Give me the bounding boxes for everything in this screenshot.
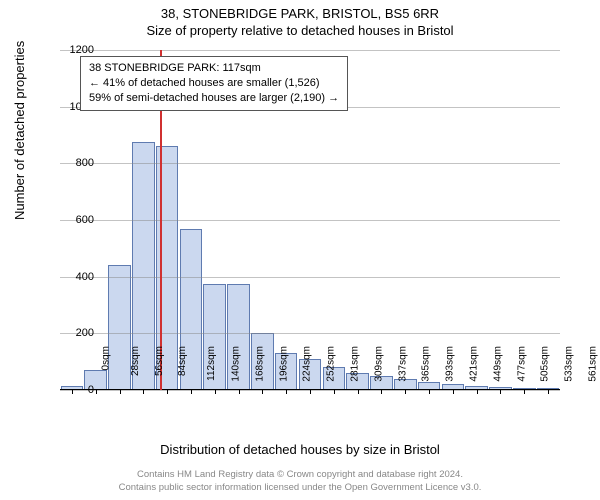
x-tick-label: 196sqm (278, 346, 289, 382)
x-tick (405, 390, 406, 394)
x-tick-label: 252sqm (326, 346, 337, 382)
x-tick-label: 84sqm (177, 346, 188, 376)
x-tick (453, 390, 454, 394)
x-tick (548, 390, 549, 394)
x-tick (381, 390, 382, 394)
x-tick-label: 421sqm (469, 346, 480, 382)
x-tick-label: 281sqm (350, 346, 361, 382)
x-tick (334, 390, 335, 394)
x-tick (500, 390, 501, 394)
x-tick (310, 390, 311, 394)
x-tick (120, 390, 121, 394)
x-tick (286, 390, 287, 394)
x-tick (524, 390, 525, 394)
title-block: 38, STONEBRIDGE PARK, BRISTOL, BS5 6RR S… (0, 0, 600, 38)
x-tick-label: 309sqm (373, 346, 384, 382)
chart-container: 38, STONEBRIDGE PARK, BRISTOL, BS5 6RR S… (0, 0, 600, 500)
x-tick (191, 390, 192, 394)
x-tick (96, 390, 97, 394)
footer-line-1: Contains HM Land Registry data © Crown c… (0, 469, 600, 481)
x-tick (215, 390, 216, 394)
grid-line (60, 163, 560, 164)
x-tick-label: 505sqm (540, 346, 551, 382)
annotation-box: 38 STONEBRIDGE PARK: 117sqm ← 41% of det… (80, 56, 348, 111)
y-tick-label: 0 (54, 384, 94, 396)
x-tick-label: 168sqm (254, 346, 265, 382)
x-tick-label: 337sqm (397, 346, 408, 382)
y-axis-title: Number of detached properties (12, 41, 27, 220)
annotation-line-2: ← 41% of detached houses are smaller (1,… (89, 76, 339, 91)
x-tick-label: 224sqm (302, 346, 313, 382)
x-tick-label: 393sqm (445, 346, 456, 382)
footer: Contains HM Land Registry data © Crown c… (0, 469, 600, 494)
x-tick-label: 561sqm (588, 346, 599, 382)
x-tick (358, 390, 359, 394)
title-main: 38, STONEBRIDGE PARK, BRISTOL, BS5 6RR (0, 6, 600, 21)
x-tick-label: 28sqm (130, 346, 141, 376)
y-tick-label: 200 (54, 327, 94, 339)
x-tick-label: 0sqm (100, 346, 111, 370)
x-tick-label: 140sqm (231, 346, 242, 382)
x-tick (429, 390, 430, 394)
grid-line (60, 277, 560, 278)
x-axis-title: Distribution of detached houses by size … (0, 442, 600, 457)
grid-line (60, 50, 560, 51)
grid-line (60, 333, 560, 334)
annotation-line-3: 59% of semi-detached houses are larger (… (89, 91, 339, 106)
title-sub: Size of property relative to detached ho… (0, 23, 600, 38)
annotation-line-1: 38 STONEBRIDGE PARK: 117sqm (89, 61, 339, 76)
x-tick-label: 365sqm (421, 346, 432, 382)
bar (108, 265, 131, 390)
footer-line-2: Contains public sector information licen… (0, 482, 600, 494)
y-tick-label: 400 (54, 271, 94, 283)
x-tick-label: 533sqm (564, 346, 575, 382)
x-tick-label: 112sqm (206, 346, 217, 381)
x-tick-label: 477sqm (516, 346, 527, 382)
y-tick-label: 1200 (54, 44, 94, 56)
x-tick-label: 449sqm (492, 346, 503, 382)
x-tick (167, 390, 168, 394)
grid-line (60, 220, 560, 221)
x-tick-label: 56sqm (154, 346, 165, 376)
x-tick (477, 390, 478, 394)
x-tick (143, 390, 144, 394)
x-tick (262, 390, 263, 394)
x-tick (239, 390, 240, 394)
y-tick-label: 800 (54, 157, 94, 169)
y-tick-label: 600 (54, 214, 94, 226)
